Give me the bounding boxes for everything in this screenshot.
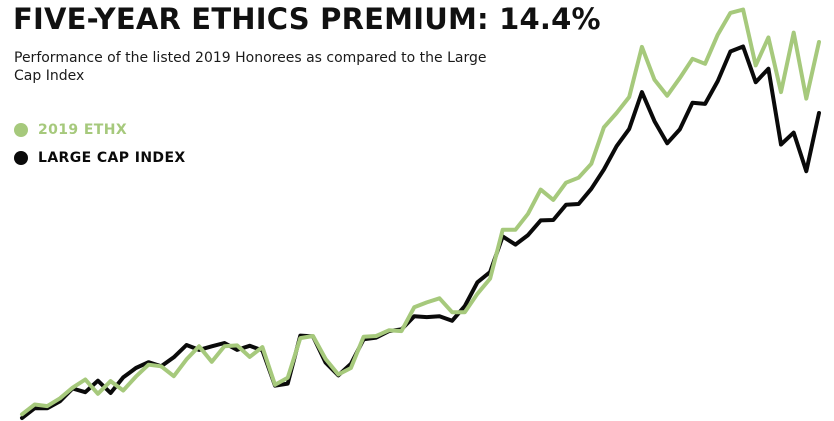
legend-item-ethx: 2019 ETHX [14, 116, 186, 144]
series-line-ethx [20, 7, 821, 417]
chart-title: FIVE-YEAR ETHICS PREMIUM: 14.4% [13, 2, 601, 36]
legend-label-large-cap: LARGE CAP INDEX [38, 150, 186, 166]
series-line-large-cap [20, 44, 821, 420]
legend: 2019 ETHX LARGE CAP INDEX [14, 116, 186, 172]
legend-item-large-cap: LARGE CAP INDEX [14, 144, 186, 172]
legend-swatch-large-cap [14, 151, 28, 165]
legend-label-ethx: 2019 ETHX [38, 122, 128, 138]
chart-subtitle: Performance of the listed 2019 Honorees … [14, 50, 487, 84]
legend-swatch-ethx [14, 123, 28, 137]
